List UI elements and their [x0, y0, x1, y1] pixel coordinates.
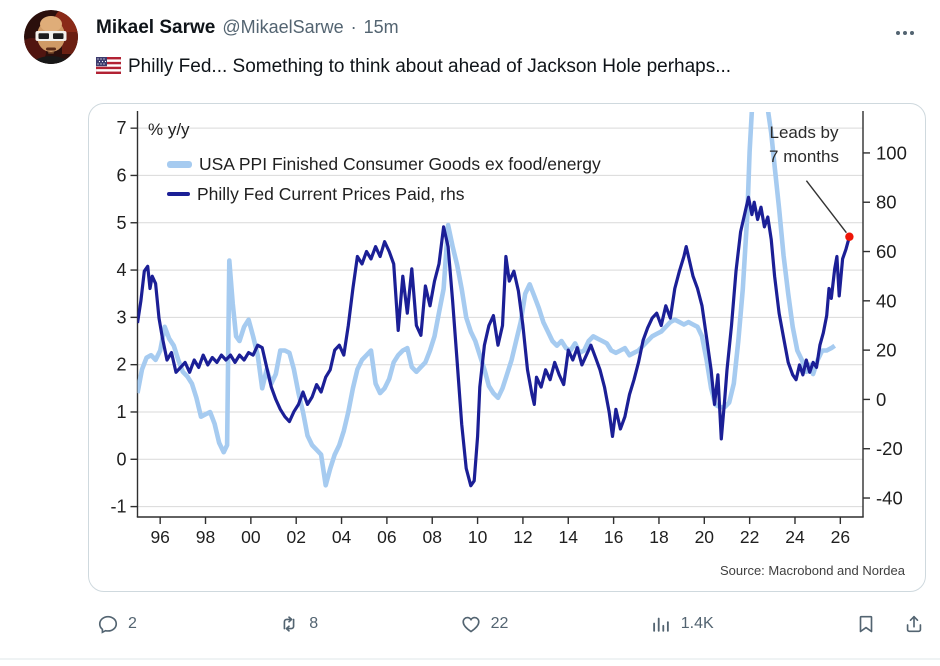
like-count: 22	[490, 615, 509, 632]
bookmark-button[interactable]	[855, 613, 877, 635]
svg-text:100: 100	[876, 142, 907, 163]
like-icon	[461, 616, 480, 633]
svg-text:80: 80	[876, 192, 897, 213]
chart-annotation: Leads by 7 months	[729, 121, 879, 169]
svg-text:20: 20	[876, 340, 897, 361]
timestamp[interactable]: 15m	[363, 17, 399, 37]
us-flag-icon	[96, 57, 121, 74]
more-icon	[896, 31, 914, 35]
svg-text:98: 98	[196, 527, 215, 547]
annotation-line1: Leads by	[769, 123, 839, 142]
svg-text:-20: -20	[876, 438, 903, 459]
svg-text:22: 22	[740, 527, 759, 547]
repost-count: 8	[309, 615, 319, 632]
like-button[interactable]: 22	[460, 613, 509, 635]
svg-text:18: 18	[649, 527, 668, 547]
more-button[interactable]	[888, 22, 922, 44]
svg-text:4: 4	[116, 260, 126, 280]
tweet-divider	[0, 658, 940, 660]
svg-text:60: 60	[876, 241, 897, 262]
svg-text:0: 0	[116, 449, 126, 469]
repost-button[interactable]: 8	[278, 613, 318, 635]
svg-text:5: 5	[116, 213, 126, 233]
svg-text:6: 6	[116, 165, 126, 185]
views-icon	[652, 617, 669, 632]
legend-label-philly: Philly Fed Current Prices Paid, rhs	[197, 183, 465, 204]
reply-button[interactable]: 2	[97, 613, 137, 635]
svg-text:3: 3	[116, 307, 126, 327]
tweet-text: Philly Fed... Something to think about a…	[96, 54, 916, 80]
share-icon	[906, 615, 922, 633]
chart-source: Source: Macrobond and Nordea	[719, 563, 905, 578]
svg-text:00: 00	[241, 527, 261, 547]
svg-text:20: 20	[695, 527, 715, 547]
avatar[interactable]	[24, 10, 78, 64]
svg-text:16: 16	[604, 527, 623, 547]
avatar-image	[24, 10, 78, 64]
separator-dot: ·	[350, 17, 357, 37]
legend-item-ppi: USA PPI Finished Consumer Goods ex food/…	[167, 149, 601, 179]
svg-text:14: 14	[559, 527, 579, 547]
svg-text:26: 26	[831, 527, 850, 547]
author-handle[interactable]: @MikaelSarwe	[222, 17, 344, 37]
share-button[interactable]	[903, 613, 925, 635]
svg-text:7: 7	[116, 118, 126, 138]
svg-text:10: 10	[468, 527, 488, 547]
chart-axis-unit-label: % y/y	[148, 120, 190, 139]
legend-item-philly: Philly Fed Current Prices Paid, rhs	[167, 179, 601, 209]
reply-icon	[98, 615, 118, 634]
svg-text:0: 0	[876, 389, 886, 410]
svg-text:08: 08	[423, 527, 442, 547]
svg-text:2: 2	[116, 355, 126, 375]
annotation-line2: 7 months	[769, 147, 839, 166]
reply-count: 2	[128, 615, 137, 632]
tweet-text-content: Philly Fed... Something to think about a…	[128, 56, 732, 77]
svg-text:12: 12	[513, 527, 532, 547]
ppi-line-swatch	[167, 160, 192, 168]
view-count: 1.4K	[680, 615, 714, 632]
svg-text:1: 1	[116, 402, 126, 422]
bookmark-icon	[859, 615, 873, 633]
author-name[interactable]: Mikael Sarwe	[96, 17, 216, 38]
svg-text:06: 06	[377, 527, 396, 547]
tweet-actions: 2 8 22 1.4K	[97, 613, 925, 635]
svg-text:02: 02	[286, 527, 305, 547]
svg-text:-40: -40	[876, 488, 903, 509]
chart-legend: USA PPI Finished Consumer Goods ex food/…	[167, 149, 601, 209]
svg-text:40: 40	[876, 290, 897, 311]
repost-icon	[283, 616, 295, 632]
tweet-header: Mikael Sarwe @MikaelSarwe · 15m	[96, 17, 880, 39]
views-button[interactable]: 1.4K	[650, 613, 714, 635]
svg-text:-1: -1	[110, 497, 126, 517]
svg-text:04: 04	[332, 527, 352, 547]
philly-line-swatch	[167, 192, 190, 196]
legend-label-ppi: USA PPI Finished Consumer Goods ex food/…	[199, 153, 601, 174]
tweet-image-chart[interactable]: -1 0 1 2 3 4 5 6 7 -40 -20 0 20 40 60 80 100 96 98 00 02 04 06…	[88, 103, 926, 592]
svg-text:96: 96	[150, 527, 169, 547]
svg-text:24: 24	[785, 527, 805, 547]
